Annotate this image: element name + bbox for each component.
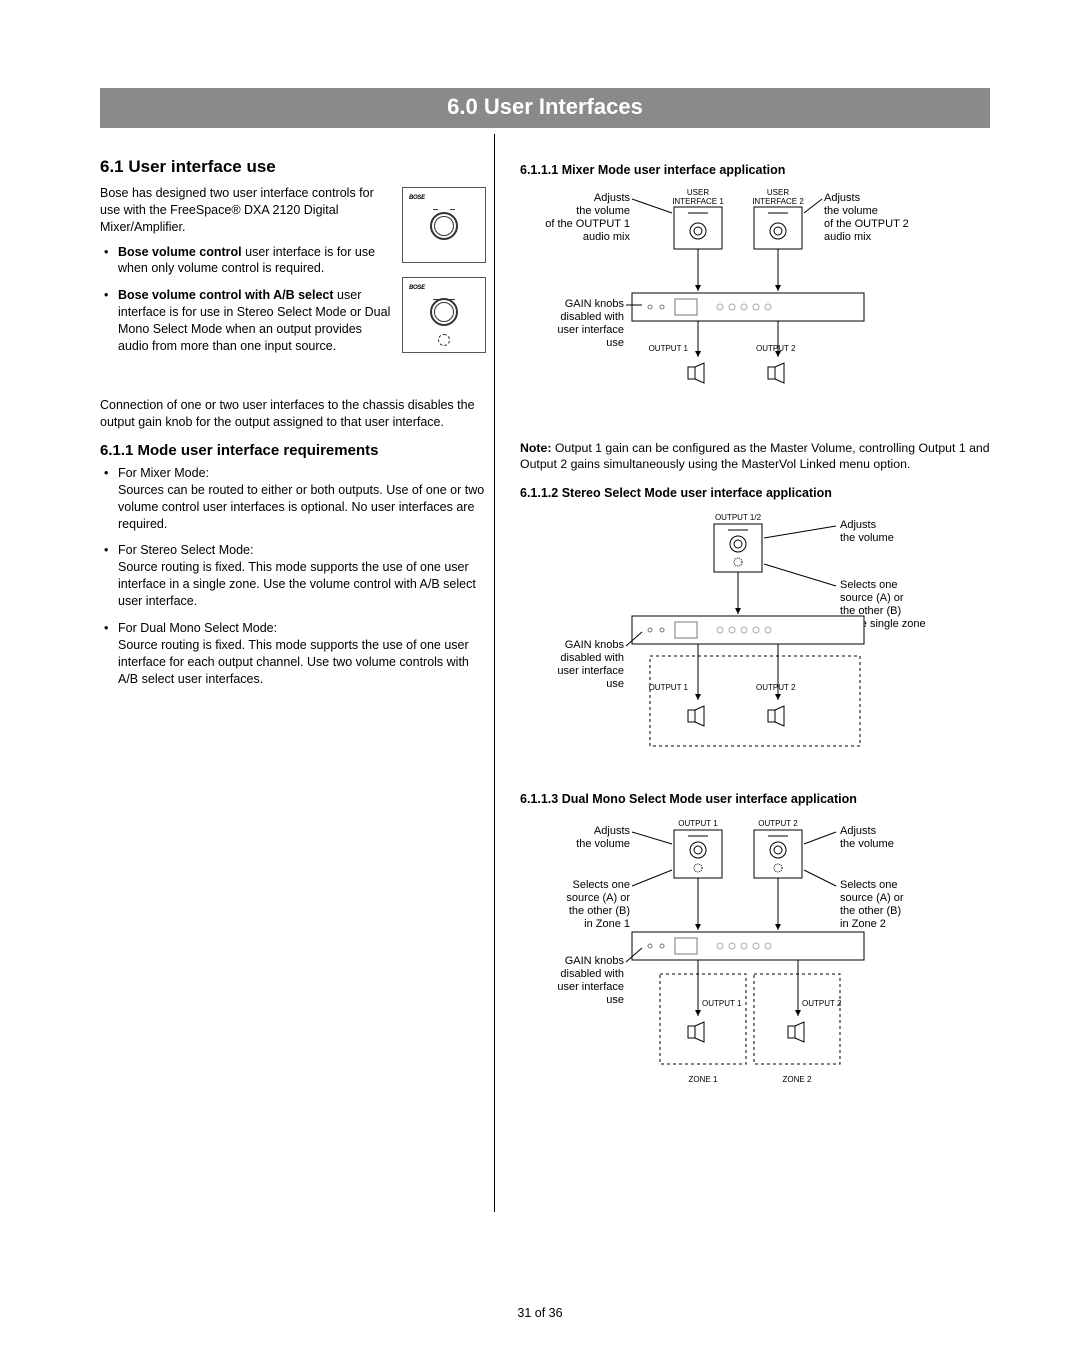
svg-text:Adjusts: Adjusts <box>824 192 861 204</box>
svg-text:GAIN knobs: GAIN knobs <box>565 639 625 651</box>
svg-text:Adjusts: Adjusts <box>594 825 631 837</box>
svg-text:Adjusts: Adjusts <box>594 192 631 204</box>
svg-text:disabled with: disabled with <box>560 311 624 323</box>
svg-text:use: use <box>606 337 624 349</box>
heading-6-1-1: 6.1.1 Mode user interface requirements <box>100 441 486 461</box>
heading-6-1-1-1: 6.1.1.1 Mixer Mode user interface applic… <box>520 162 990 179</box>
svg-text:user interface: user interface <box>557 665 624 677</box>
list-item: For Dual Mono Select Mode: Source routin… <box>104 620 486 688</box>
svg-text:Selects one: Selects one <box>573 879 630 891</box>
svg-text:the other (B): the other (B) <box>840 905 901 917</box>
svg-text:OUTPUT 2: OUTPUT 2 <box>758 819 798 828</box>
heading-6-1-1-3: 6.1.1.3 Dual Mono Select Mode user inter… <box>520 791 990 808</box>
column-divider <box>494 134 495 1212</box>
left-column: 6.1 User interface use BOSE BOSE Bose ha… <box>100 156 486 1138</box>
svg-text:Selects one: Selects one <box>840 879 897 891</box>
svg-text:source (A) or: source (A) or <box>566 892 630 904</box>
svg-text:the volume: the volume <box>576 205 630 217</box>
svg-text:GAIN knobs: GAIN knobs <box>565 298 625 310</box>
svg-text:Adjusts: Adjusts <box>840 519 877 531</box>
mode-list: For Mixer Mode: Sources can be routed to… <box>100 465 486 688</box>
svg-text:use: use <box>606 994 624 1006</box>
svg-text:audio mix: audio mix <box>583 231 631 243</box>
svg-text:of the OUTPUT 1: of the OUTPUT 1 <box>545 218 630 230</box>
bose-logo-text: BOSE <box>409 194 425 202</box>
list-item-strong: Bose volume control <box>118 245 242 259</box>
svg-text:OUTPUT 2: OUTPUT 2 <box>756 344 796 353</box>
svg-text:OUTPUT 2: OUTPUT 2 <box>802 999 842 1008</box>
note-text: Output 1 gain can be configured as the M… <box>520 441 990 472</box>
svg-text:OUTPUT 1: OUTPUT 1 <box>649 683 689 692</box>
list-item: Bose volume control with A/B select user… <box>104 287 486 355</box>
list-item: For Mixer Mode: Sources can be routed to… <box>104 465 486 533</box>
svg-text:OUTPUT 1: OUTPUT 1 <box>649 344 689 353</box>
mode-head: For Mixer Mode: <box>118 466 209 480</box>
svg-text:use: use <box>606 678 624 690</box>
svg-text:OUTPUT 1: OUTPUT 1 <box>678 819 718 828</box>
svg-text:source (A) or: source (A) or <box>840 892 904 904</box>
section-banner: 6.0 User Interfaces <box>100 88 990 128</box>
knob-icon <box>430 212 458 240</box>
svg-text:source (A) or: source (A) or <box>840 592 904 604</box>
svg-text:the volume: the volume <box>824 205 878 217</box>
connection-paragraph: Connection of one or two user interfaces… <box>100 397 486 431</box>
heading-6-1-1-2: 6.1.1.2 Stereo Select Mode user interfac… <box>520 485 990 502</box>
diagram-stereo-select: OUTPUT 1/2 Adjusts the volume Selects on… <box>520 508 990 771</box>
mode-body: Source routing is fixed. This mode suppo… <box>118 638 469 686</box>
svg-text:ZONE 1: ZONE 1 <box>689 1075 718 1084</box>
svg-text:ZONE 2: ZONE 2 <box>783 1075 812 1084</box>
two-column-layout: 6.1 User interface use BOSE BOSE Bose ha… <box>100 156 990 1138</box>
page: 6.0 User Interfaces 6.1 User interface u… <box>0 0 1080 1178</box>
svg-text:the other (B): the other (B) <box>840 605 901 617</box>
svg-text:Adjusts: Adjusts <box>840 825 877 837</box>
svg-text:in Zone 2: in Zone 2 <box>840 918 886 930</box>
list-item: Bose volume control user interface is fo… <box>104 244 486 278</box>
svg-text:Selects one: Selects one <box>840 579 897 591</box>
svg-text:OUTPUT 2: OUTPUT 2 <box>756 683 796 692</box>
svg-text:OUTPUT 1: OUTPUT 1 <box>702 999 742 1008</box>
list-item: For Stereo Select Mode: Source routing i… <box>104 542 486 610</box>
svg-text:INTERFACE 2: INTERFACE 2 <box>752 197 804 206</box>
svg-text:disabled with: disabled with <box>560 652 624 664</box>
svg-text:INTERFACE 1: INTERFACE 1 <box>672 197 724 206</box>
mode-body: Source routing is fixed. This mode suppo… <box>118 560 476 608</box>
note-label: Note: <box>520 441 551 455</box>
page-footer: 31 of 36 <box>0 1306 1080 1320</box>
mode-body: Sources can be routed to either or both … <box>118 483 484 531</box>
note-paragraph: Note: Output 1 gain can be configured as… <box>520 440 990 473</box>
svg-text:the volume: the volume <box>840 838 894 850</box>
svg-text:user interface: user interface <box>557 324 624 336</box>
svg-text:USER: USER <box>687 188 709 197</box>
svg-text:the volume: the volume <box>840 532 894 544</box>
svg-text:audio mix: audio mix <box>824 231 872 243</box>
svg-text:in Zone 1: in Zone 1 <box>584 918 630 930</box>
svg-text:user interface: user interface <box>557 981 624 993</box>
list-item-strong: Bose volume control with A/B select <box>118 288 334 302</box>
mode-head: For Stereo Select Mode: <box>118 543 253 557</box>
svg-text:USER: USER <box>767 188 789 197</box>
svg-text:OUTPUT 1/2: OUTPUT 1/2 <box>715 513 762 522</box>
svg-text:the volume: the volume <box>576 838 630 850</box>
svg-text:the other (B): the other (B) <box>569 905 630 917</box>
interface-list: Bose volume control user interface is fo… <box>100 244 486 355</box>
mode-head: For Dual Mono Select Mode: <box>118 621 277 635</box>
svg-text:disabled with: disabled with <box>560 968 624 980</box>
diagram-mixer-mode: Adjusts the volume of the OUTPUT 1 audio… <box>520 185 990 420</box>
right-column: 6.1.1.1 Mixer Mode user interface applic… <box>520 156 990 1138</box>
svg-text:GAIN knobs: GAIN knobs <box>565 955 625 967</box>
diagram-dual-mono: OUTPUT 1 OUTPUT 2 Adjusts the volume <box>520 814 990 1119</box>
svg-text:of the OUTPUT 2: of the OUTPUT 2 <box>824 218 909 230</box>
heading-6-1: 6.1 User interface use <box>100 156 486 179</box>
